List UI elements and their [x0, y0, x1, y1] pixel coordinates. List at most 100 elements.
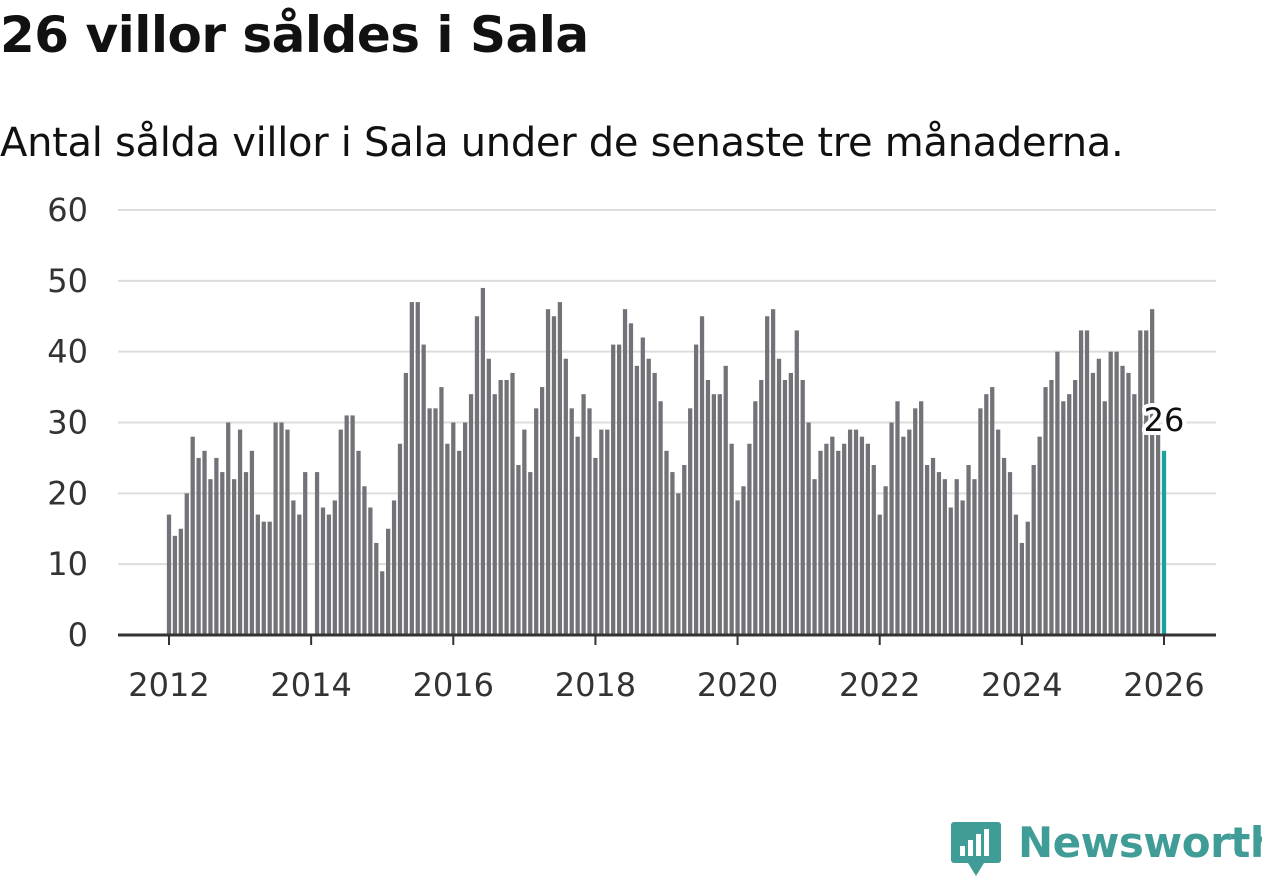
- bar: [415, 302, 420, 635]
- bar: [1150, 309, 1155, 635]
- bar: [516, 465, 521, 635]
- bar: [1126, 372, 1131, 635]
- bar: [563, 358, 568, 635]
- bar: [1132, 394, 1137, 635]
- bar: [427, 408, 432, 635]
- bar: [433, 408, 438, 635]
- y-tick-label: 50: [47, 262, 88, 300]
- bar: [616, 344, 622, 635]
- bar: [445, 443, 450, 635]
- bar: [291, 500, 296, 635]
- bar: [320, 507, 326, 635]
- bar: [457, 450, 462, 635]
- bar: [770, 309, 776, 635]
- bar: [486, 358, 491, 635]
- bar: [990, 387, 995, 635]
- bar: [522, 429, 527, 635]
- bar: [865, 443, 870, 635]
- bar: [723, 365, 728, 635]
- bar: [1084, 330, 1090, 635]
- bar: [338, 429, 343, 635]
- x-tick-label: 2016: [413, 666, 494, 704]
- y-tick-label: 60: [47, 191, 88, 229]
- bar: [545, 309, 551, 635]
- bar: [652, 372, 657, 635]
- bar: [936, 472, 942, 635]
- bar: [344, 415, 349, 635]
- bar: [255, 514, 260, 635]
- bar: [539, 387, 545, 635]
- bar: [297, 514, 302, 635]
- bar: [593, 457, 598, 635]
- bar: [901, 436, 906, 635]
- x-tick-label: 2018: [555, 666, 636, 704]
- bar: [847, 429, 853, 635]
- bar: [267, 521, 272, 635]
- bar: [386, 528, 391, 635]
- bar: [1073, 380, 1078, 635]
- bar: [249, 450, 255, 635]
- x-tick-label: 2012: [128, 666, 209, 704]
- bar: [646, 358, 651, 635]
- bar: [581, 394, 586, 635]
- bar: [208, 479, 213, 635]
- bar: [178, 528, 183, 635]
- bar: [1138, 330, 1143, 635]
- bar: [214, 457, 219, 635]
- bar: [634, 365, 640, 635]
- x-tick-label: 2022: [839, 666, 920, 704]
- bar: [729, 443, 734, 635]
- bar: [243, 472, 249, 635]
- bar: [474, 316, 480, 635]
- bar: [273, 422, 278, 635]
- bar: [1102, 401, 1107, 635]
- bar: [794, 330, 799, 635]
- y-tick-label: 20: [47, 474, 88, 512]
- bar: [362, 486, 367, 635]
- newsworthy-logo-text: Newsworthy: [1018, 818, 1262, 867]
- bar: [924, 465, 930, 635]
- y-tick-label: 0: [68, 616, 88, 654]
- x-tick-label: 2014: [270, 666, 351, 704]
- bar: [735, 500, 740, 635]
- bar: [670, 472, 675, 635]
- bar-highlight: [1161, 450, 1167, 635]
- bar: [611, 344, 616, 635]
- bar: [1090, 372, 1096, 635]
- bar: [1061, 401, 1066, 635]
- bar: [972, 479, 977, 635]
- bar: [1108, 351, 1113, 635]
- bar: [628, 323, 634, 635]
- bar: [421, 344, 426, 635]
- bar: [948, 507, 953, 635]
- bar: [332, 500, 337, 635]
- bar: [664, 450, 669, 635]
- bar: [622, 309, 628, 635]
- bar: [913, 408, 918, 635]
- bar: [877, 514, 882, 635]
- bar: [303, 472, 308, 635]
- bar: [1049, 380, 1054, 635]
- bar: [368, 507, 373, 635]
- bar: [978, 408, 983, 635]
- bar: [510, 372, 515, 635]
- bar: [166, 514, 172, 635]
- bar: [569, 408, 574, 635]
- bar: [326, 514, 332, 635]
- bar: [1067, 394, 1072, 635]
- y-tick-label: 40: [47, 333, 88, 371]
- bar: [1144, 330, 1149, 635]
- bar: [1155, 422, 1161, 635]
- bar: [788, 372, 793, 635]
- x-tick-label: 2024: [981, 666, 1062, 704]
- newsworthy-logo: Newsworthy: [950, 818, 1262, 880]
- bar: [575, 436, 580, 635]
- data-label: 26: [1144, 401, 1185, 439]
- bar: [1037, 436, 1042, 635]
- bar: [830, 436, 835, 635]
- bar: [279, 422, 284, 635]
- bar: [688, 408, 693, 635]
- bar: [765, 316, 770, 635]
- bar: [954, 479, 959, 635]
